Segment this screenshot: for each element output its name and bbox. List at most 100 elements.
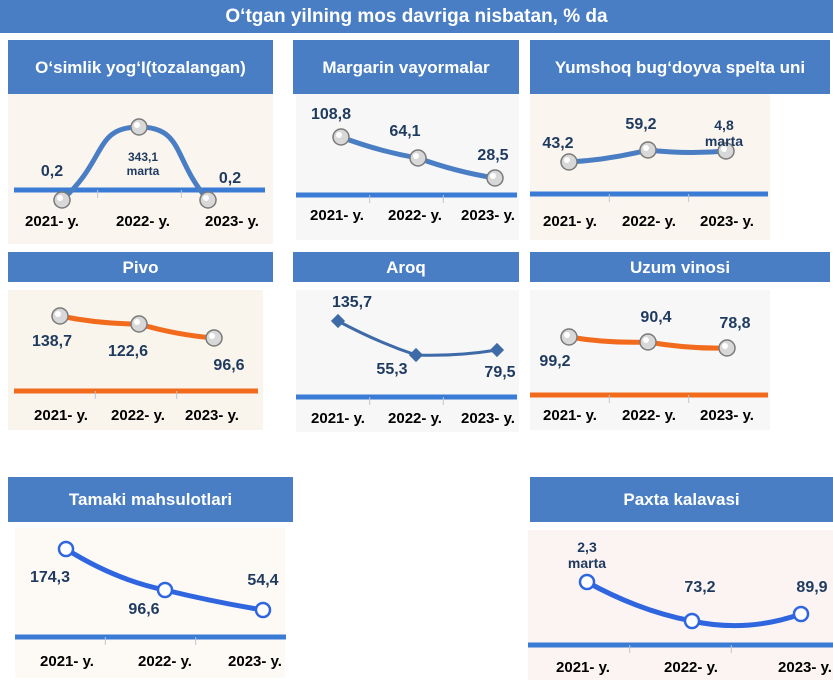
data-point [489,342,505,358]
data-point [156,581,174,599]
data-label: 59,2 [625,116,656,133]
data-label: 96,6 [213,357,244,374]
category-label: 2021- y. [40,653,94,670]
chart-title-line: Yumshoq bug‘doy [554,57,703,77]
data-label: 138,7 [32,333,72,350]
data-point [792,605,810,623]
data-label: 28,5 [477,147,508,164]
chart-title-margarin: Margarin va yormalar [293,40,519,94]
category-label: 2022- y. [622,213,676,230]
chart-title-yumshoq: Yumshoq bug‘doy va spelta uni [530,40,830,94]
category-label: 2023- y. [205,213,259,230]
chart-title-line: va spelta uni [702,57,806,77]
data-label: 122,6 [108,343,148,360]
data-label: 43,2 [542,135,573,152]
data-point [330,313,346,329]
chart-title-osimlik: O‘simlik yog‘I (tozalangan) [8,40,273,94]
category-label: 2023- y. [700,213,754,230]
data-point-highlight [413,153,419,159]
chart-title-line: Pivo [122,257,159,277]
category-label: 2021- y. [311,410,365,427]
category-label: 2022- y. [116,213,170,230]
data-label: 73,2 [684,579,715,596]
data-point-highlight [722,343,728,349]
data-point [254,601,272,619]
category-label: 2021- y. [310,207,364,224]
chart-title-line: O‘simlik yog‘I [35,57,146,77]
data-label: 78,8 [719,315,750,332]
chart-background-uzum [530,290,770,430]
data-point-highlight [490,173,496,179]
data-point-highlight [721,146,727,152]
data-point-highlight [564,157,570,163]
chart-background-pivo [8,290,263,430]
chart-title-line: Tamaki mahsulotlari [68,490,233,509]
category-label: 2022- y. [388,410,442,427]
category-label: 2023- y. [700,407,754,424]
data-point-highlight [134,319,140,325]
chart-title-tamaki: Tamaki mahsulotlari [8,477,293,522]
chart-title-line: yormalar [417,57,490,77]
chart-title-line: Uzum vinosi [629,257,731,277]
chart-background-aroq [296,290,519,432]
category-label: 2022- y. [388,207,442,224]
category-label: 2021- y. [543,213,597,230]
category-label: 2022- y. [111,407,165,424]
data-point-highlight [55,311,61,317]
data-point-highlight [57,195,63,201]
category-label: 2023- y. [778,659,832,676]
data-label: 90,4 [640,309,671,326]
data-point-highlight [564,332,570,338]
data-label: 64,1 [389,123,420,140]
data-label: 343,1 marta [127,150,160,178]
category-label: 2023- y. [461,207,515,224]
data-point-highlight [643,145,649,151]
category-label: 2022- y. [138,653,192,670]
category-label: 2021- y. [34,407,88,424]
chart-background-margarin [296,94,519,240]
data-label: 89,9 [796,579,827,596]
data-point-highlight [203,195,209,201]
category-label: 2021- y. [543,407,597,424]
chart-title-line: Aroq [386,257,426,277]
data-point [578,573,596,591]
chart-title-aroq: Aroq [293,252,519,282]
data-label: 96,6 [128,601,159,618]
data-label: 135,7 [332,294,372,311]
chart-title-line: Paxta kalavasi [623,490,740,509]
data-label: 0,2 [41,163,63,180]
page-title: O‘tgan yilning mos davriga nisbatan, % d… [0,0,833,33]
chart-title-paxta: Paxta kalavasi [530,477,833,522]
data-point [408,347,424,363]
category-label: 2021- y. [556,659,610,676]
chart-title-line: (tozalangan) [145,57,246,77]
data-point-highlight [336,132,342,138]
chart-title-line: Margarin va [322,57,418,77]
category-label: 2022- y. [664,659,718,676]
chart-background-paxta [528,530,833,680]
category-label: 2023- y. [461,410,515,427]
data-point-highlight [209,333,215,339]
data-label: 99,2 [539,353,570,370]
data-point [683,612,701,630]
category-label: 2023- y. [228,653,282,670]
category-label: 2021- y. [25,213,79,230]
data-label: 54,4 [247,572,278,589]
data-point [57,540,75,558]
chart-title-pivo: Pivo [8,252,273,282]
data-label: 174,3 [30,569,70,586]
data-label: 108,8 [311,106,351,123]
data-label: 79,5 [484,364,515,381]
data-label: 0,2 [219,170,241,187]
data-point-highlight [643,337,649,343]
data-label: 55,3 [376,361,407,378]
category-label: 2023- y. [185,407,239,424]
category-label: 2022- y. [622,407,676,424]
